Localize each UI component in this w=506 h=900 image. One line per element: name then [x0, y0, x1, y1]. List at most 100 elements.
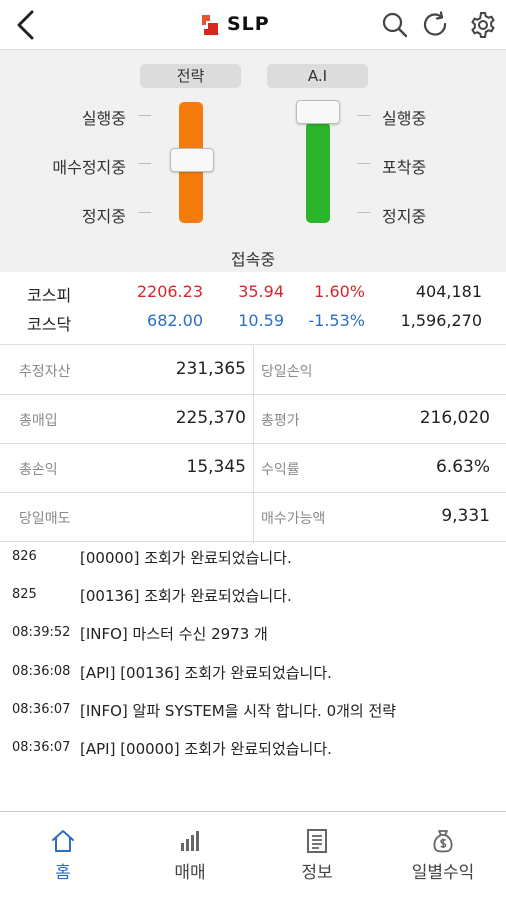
log-entry: 08:36:08 [API] [00136] 조회가 완료되었습니다.	[0, 662, 506, 686]
search-button[interactable]	[380, 10, 410, 40]
return-rate-value: 6.63%	[435, 457, 490, 477]
log-time: 825	[12, 587, 37, 602]
index-row-kosdaq[interactable]: 코스닥 682.00 10.59 -1.53% 1,596,270	[0, 311, 506, 339]
bar-chart-icon	[181, 831, 199, 851]
refresh-button[interactable]	[421, 10, 451, 40]
buyable-cell: 매수가능액 9,331	[254, 493, 506, 542]
index-name: 코스피	[27, 286, 72, 305]
document-icon	[307, 829, 327, 853]
strategy-label-buy-stopped: 매수정지중	[52, 158, 126, 177]
control-panel: 전략 실행중 매수정지중 정지중 A.I 실행중 포착중 정지중 접속중	[0, 50, 506, 272]
total-eval-cell: 총평가 216,020	[254, 395, 506, 444]
tick-mark	[138, 212, 151, 213]
index-rate: -1.53%	[308, 311, 365, 330]
index-volume: 1,596,270	[400, 311, 482, 330]
search-icon	[382, 12, 408, 38]
tab-info[interactable]: 정보	[254, 812, 380, 900]
log-entry: 08:39:52 [INFO] 마스터 수신 2973 개	[0, 623, 506, 647]
log-entry: 826 [00000] 조회가 완료되었습니다.	[0, 547, 506, 571]
ai-label-detecting: 포착중	[382, 158, 427, 177]
ai-title: A.I	[267, 64, 368, 88]
log-entry: 08:36:07 [API] [00000] 조회가 완료되었습니다.	[0, 738, 506, 762]
index-value: 2206.23	[136, 282, 203, 301]
est-assets-label: 추정자산	[19, 364, 71, 380]
log-time: 826	[12, 549, 37, 564]
tab-trade-label: 매매	[174, 863, 206, 883]
logo-text: SLP	[227, 13, 270, 35]
tab-daily-profit[interactable]: 일별수익	[380, 812, 506, 900]
return-rate-label: 수익률	[261, 462, 300, 478]
activity-log[interactable]: 826 [00000] 조회가 완료되었습니다. 825 [00136] 조회가…	[0, 543, 506, 811]
total-buy-cell: 총매입 225,370	[0, 395, 253, 444]
strategy-switch-knob[interactable]	[170, 148, 214, 172]
tick-mark	[357, 115, 370, 116]
tick-mark	[138, 115, 151, 116]
log-message: [API] [00000] 조회가 완료되었습니다.	[80, 740, 332, 758]
ai-label-stopped: 정지중	[382, 207, 427, 226]
total-pnl-cell: 총손익 15,345	[0, 444, 253, 493]
log-time: 08:36:08	[12, 664, 71, 679]
strategy-label-running: 실행중	[81, 109, 126, 128]
total-buy-label: 총매입	[19, 413, 58, 429]
index-name: 코스닥	[27, 315, 72, 334]
gear-icon	[471, 12, 495, 38]
strategy-label-stopped: 정지중	[81, 207, 126, 226]
today-sell-cell: 당일매도	[0, 493, 253, 542]
log-message: [API] [00136] 조회가 완료되었습니다.	[80, 664, 332, 682]
total-pnl-label: 총손익	[19, 462, 58, 478]
money-bag-icon	[433, 830, 453, 853]
bottom-navigation: 홈 매매 정보 일별수익	[0, 811, 506, 900]
index-rate: 1.60%	[314, 282, 365, 301]
total-eval-value: 216,020	[419, 408, 490, 428]
today-sell-label: 당일매도	[19, 511, 71, 527]
tab-trade[interactable]: 매매	[127, 812, 253, 900]
index-volume: 404,181	[415, 282, 482, 301]
total-pnl-value: 15,345	[186, 457, 246, 477]
tick-mark	[357, 163, 370, 164]
log-message: [00136] 조회가 완료되었습니다.	[80, 587, 292, 605]
tab-info-label: 정보	[301, 863, 333, 883]
app-logo: SLP	[198, 10, 270, 38]
total-buy-value: 225,370	[175, 408, 246, 428]
index-change: 10.59	[238, 311, 284, 330]
est-assets-cell: 추정자산 231,365	[0, 346, 253, 395]
index-value: 682.00	[147, 311, 203, 330]
settings-button[interactable]	[468, 10, 498, 40]
log-time: 08:36:07	[12, 702, 71, 717]
log-message: [INFO] 알파 SYSTEM을 시작 합니다. 0개의 전략	[80, 702, 397, 720]
slp-logo-icon	[202, 15, 218, 35]
ai-switch-track[interactable]	[306, 122, 330, 223]
connection-status: 접속중	[230, 250, 276, 269]
buyable-value: 9,331	[441, 506, 490, 526]
refresh-icon	[423, 11, 447, 36]
tab-daily-profit-label: 일별수익	[411, 863, 475, 883]
market-index-list: 코스피 2206.23 35.94 1.60% 404,181 코스닥 682.…	[0, 272, 506, 345]
tab-home-label: 홈	[55, 863, 71, 883]
ai-label-running: 실행중	[382, 109, 427, 128]
tab-home[interactable]: 홈	[0, 812, 126, 900]
ai-switch-knob[interactable]	[296, 100, 340, 124]
log-entry: 08:36:07 [INFO] 알파 SYSTEM을 시작 합니다. 0개의 전…	[0, 700, 506, 724]
log-time: 08:39:52	[12, 625, 71, 640]
log-message: [00000] 조회가 완료되었습니다.	[80, 549, 292, 567]
log-message: [INFO] 마스터 수신 2973 개	[80, 625, 268, 643]
grid-divider	[253, 346, 254, 543]
buyable-label: 매수가능액	[261, 511, 326, 527]
log-time: 08:36:07	[12, 740, 71, 755]
back-arrow-icon	[17, 10, 34, 40]
log-entry: 825 [00136] 조회가 완료되었습니다.	[0, 585, 506, 609]
account-summary: 추정자산 231,365 당일손익 총매입 225,370 총평가 216,02…	[0, 346, 506, 543]
tick-mark	[138, 163, 151, 164]
today-pnl-label: 당일손익	[261, 364, 313, 380]
app-header: SLP	[0, 0, 506, 50]
back-button[interactable]	[8, 6, 44, 44]
today-pnl-cell: 당일손익	[254, 346, 506, 395]
tick-mark	[357, 212, 370, 213]
index-row-kospi[interactable]: 코스피 2206.23 35.94 1.60% 404,181	[0, 282, 506, 310]
est-assets-value: 231,365	[175, 359, 246, 379]
index-change: 35.94	[238, 282, 284, 301]
return-rate-cell: 수익률 6.63%	[254, 444, 506, 493]
home-icon	[52, 830, 74, 852]
total-eval-label: 총평가	[261, 413, 300, 429]
strategy-title: 전략	[140, 64, 241, 88]
